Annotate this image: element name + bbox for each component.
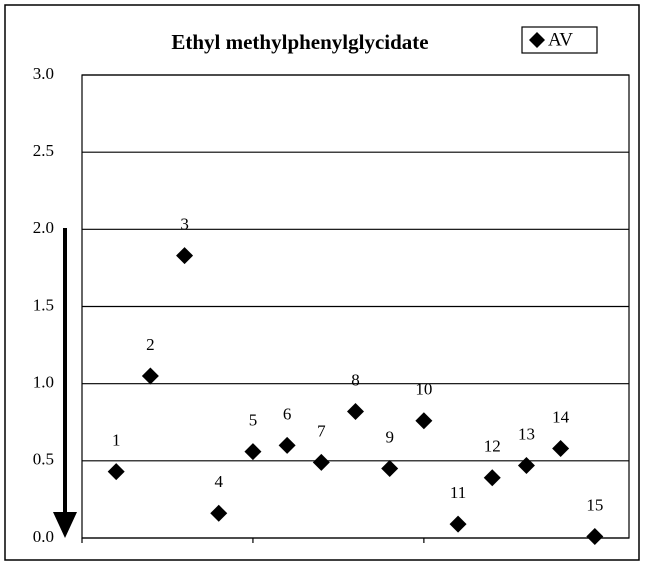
point-label: 11 [450,483,466,502]
arrow-head [53,512,77,538]
data-point [278,436,296,454]
chart-title: Ethyl methylphenylglycidate [171,30,428,54]
point-label: 1 [112,431,121,450]
point-label: 3 [180,214,189,233]
data-point [483,469,501,487]
y-tick-label: 1.0 [33,373,54,392]
data-point [141,367,159,385]
legend-marker [529,32,545,48]
data-point [381,460,399,478]
point-label: 15 [586,495,603,514]
data-point [586,527,604,545]
point-label: 9 [385,427,394,446]
point-label: 14 [552,407,570,426]
y-tick-label: 3.0 [33,64,54,83]
data-point [312,453,330,471]
data-point [210,504,228,522]
data-point [517,456,535,474]
y-tick-label: 0.0 [33,527,54,546]
data-point [176,247,194,265]
point-label: 10 [415,380,432,399]
data-point [552,439,570,457]
point-label: 5 [249,410,258,429]
point-label: 8 [351,370,360,389]
y-tick-label: 0.5 [33,450,54,469]
chart-frame [4,4,640,561]
point-label: 13 [518,424,535,443]
y-tick-label: 1.5 [33,295,54,314]
data-point [244,443,262,461]
data-point [415,412,433,430]
point-label: 4 [215,472,224,491]
data-point [107,463,125,481]
point-label: 7 [317,421,326,440]
point-label: 12 [484,437,501,456]
y-tick-label: 2.0 [33,218,54,237]
y-tick-label: 2.5 [33,141,54,160]
legend-label: AV [548,29,573,50]
data-point [449,515,467,533]
point-label: 6 [283,404,292,423]
data-point [347,402,364,420]
point-label: 2 [146,335,155,354]
